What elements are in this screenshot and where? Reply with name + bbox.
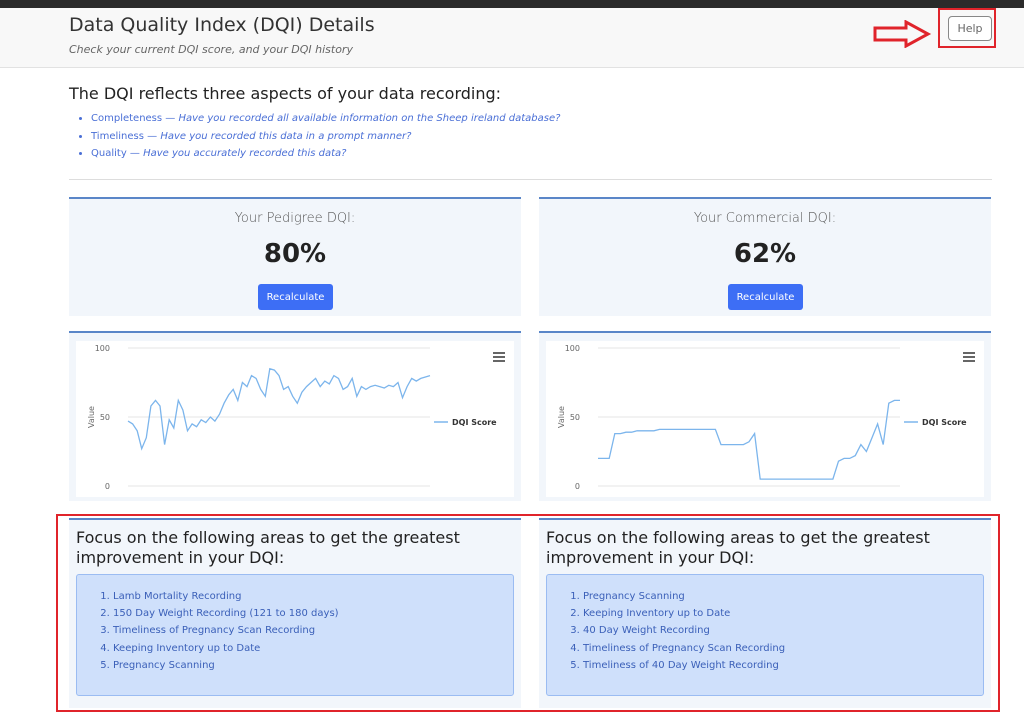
intro-item: Quality — Have you accurately recorded t… — [91, 145, 560, 163]
score-card: Your Commercial DQI: 62% Recalculate — [539, 197, 991, 316]
focus-card: Focus on the following areas to get the … — [539, 518, 991, 708]
card-score: 80% — [263, 239, 327, 269]
focus-card: Focus on the following areas to get the … — [69, 518, 521, 708]
focus-item: Pregnancy Scanning — [113, 657, 513, 674]
chart: 0 50 100 Value DQI Score — [87, 344, 505, 491]
intro-heading: The DQI reflects three aspects of your d… — [69, 84, 502, 103]
highlight-box — [938, 8, 996, 48]
focus-box: Pregnancy ScanningKeeping Inventory up t… — [546, 574, 984, 696]
page-title: Data Quality Index (DQI) Details — [69, 14, 375, 36]
focus-item: Lamb Mortality Recording — [113, 588, 513, 605]
focus-item: 150 Day Weight Recording (121 to 180 day… — [113, 605, 513, 622]
focus-list: Pregnancy ScanningKeeping Inventory up t… — [547, 575, 983, 674]
focus-item: Timeliness of Pregnancy Scan Recording — [113, 622, 513, 639]
item-term: Timeliness — — [91, 130, 158, 142]
score-card: Your Pedigree DQI: 80% Recalculate — [69, 197, 521, 316]
highlight-box — [56, 514, 1000, 712]
item-description: Have you accurately recorded this data? — [143, 148, 347, 159]
y-tick-label: 100 — [565, 344, 580, 353]
y-tick-label: 0 — [575, 482, 580, 491]
card-label: Your Pedigree DQI: — [234, 211, 356, 226]
focus-item: 40 Day Weight Recording — [583, 622, 983, 639]
focus-item: Pregnancy Scanning — [583, 588, 983, 605]
chart-card: 0 50 100 Value DQI Score — [69, 331, 521, 501]
chart: 0 50 100 Value DQI Score — [557, 344, 975, 491]
menu-icon — [963, 352, 975, 354]
data-line — [127, 367, 431, 451]
item-term: Quality — — [91, 148, 140, 159]
y-axis-label: Value — [557, 406, 566, 428]
focus-item: Timeliness of 40 Day Weight Recording — [583, 657, 983, 674]
menu-icon — [493, 360, 505, 362]
legend-label: DQI Score — [922, 418, 967, 427]
item-description: Have you recorded all available informat… — [178, 113, 561, 124]
recalculate-button[interactable]: Recalculate — [728, 284, 803, 310]
focus-item: Keeping Inventory up to Date — [583, 605, 983, 622]
focus-item: Keeping Inventory up to Date — [113, 640, 513, 657]
chart-panel: 0 50 100 Value DQI Score — [546, 341, 984, 497]
y-tick-label: 50 — [100, 413, 110, 422]
y-tick-label: 50 — [570, 413, 580, 422]
red-arrow — [873, 20, 932, 48]
menu-icon — [493, 356, 505, 358]
header — [0, 8, 1024, 68]
chart-panel: 0 50 100 Value DQI Score — [76, 341, 514, 497]
legend-label: DQI Score — [452, 418, 497, 427]
help-button[interactable]: Help — [948, 16, 992, 41]
focus-heading: Focus on the following areas to get the … — [76, 528, 460, 567]
divider — [69, 179, 992, 180]
y-tick-label: 0 — [105, 482, 110, 491]
intro-item: Timeliness — Have you recorded this data… — [91, 128, 560, 146]
data-line — [598, 399, 900, 480]
y-axis-label: Value — [87, 406, 96, 428]
intro-list: Completeness — Have you recorded all ava… — [75, 110, 560, 163]
card-label: Your Commercial DQI: — [693, 211, 837, 226]
page-subtitle: Check your current DQI score, and your D… — [69, 43, 353, 56]
y-tick-label: 100 — [95, 344, 110, 353]
item-term: Completeness — — [91, 113, 176, 124]
intro-item: Completeness — Have you recorded all ava… — [91, 110, 560, 128]
menu-icon — [963, 360, 975, 362]
item-description: Have you recorded this data in a prompt … — [160, 130, 412, 142]
focus-item: Timeliness of Pregnancy Scan Recording — [583, 640, 983, 657]
menu-icon — [963, 356, 975, 358]
top-bar — [0, 0, 1024, 8]
focus-list: Lamb Mortality Recording150 Day Weight R… — [77, 575, 513, 674]
recalculate-button[interactable]: Recalculate — [258, 284, 333, 310]
focus-box: Lamb Mortality Recording150 Day Weight R… — [76, 574, 514, 696]
menu-icon — [493, 352, 505, 354]
chart-card: 0 50 100 Value DQI Score — [539, 331, 991, 501]
card-score: 62% — [733, 239, 797, 269]
focus-heading: Focus on the following areas to get the … — [546, 528, 930, 567]
